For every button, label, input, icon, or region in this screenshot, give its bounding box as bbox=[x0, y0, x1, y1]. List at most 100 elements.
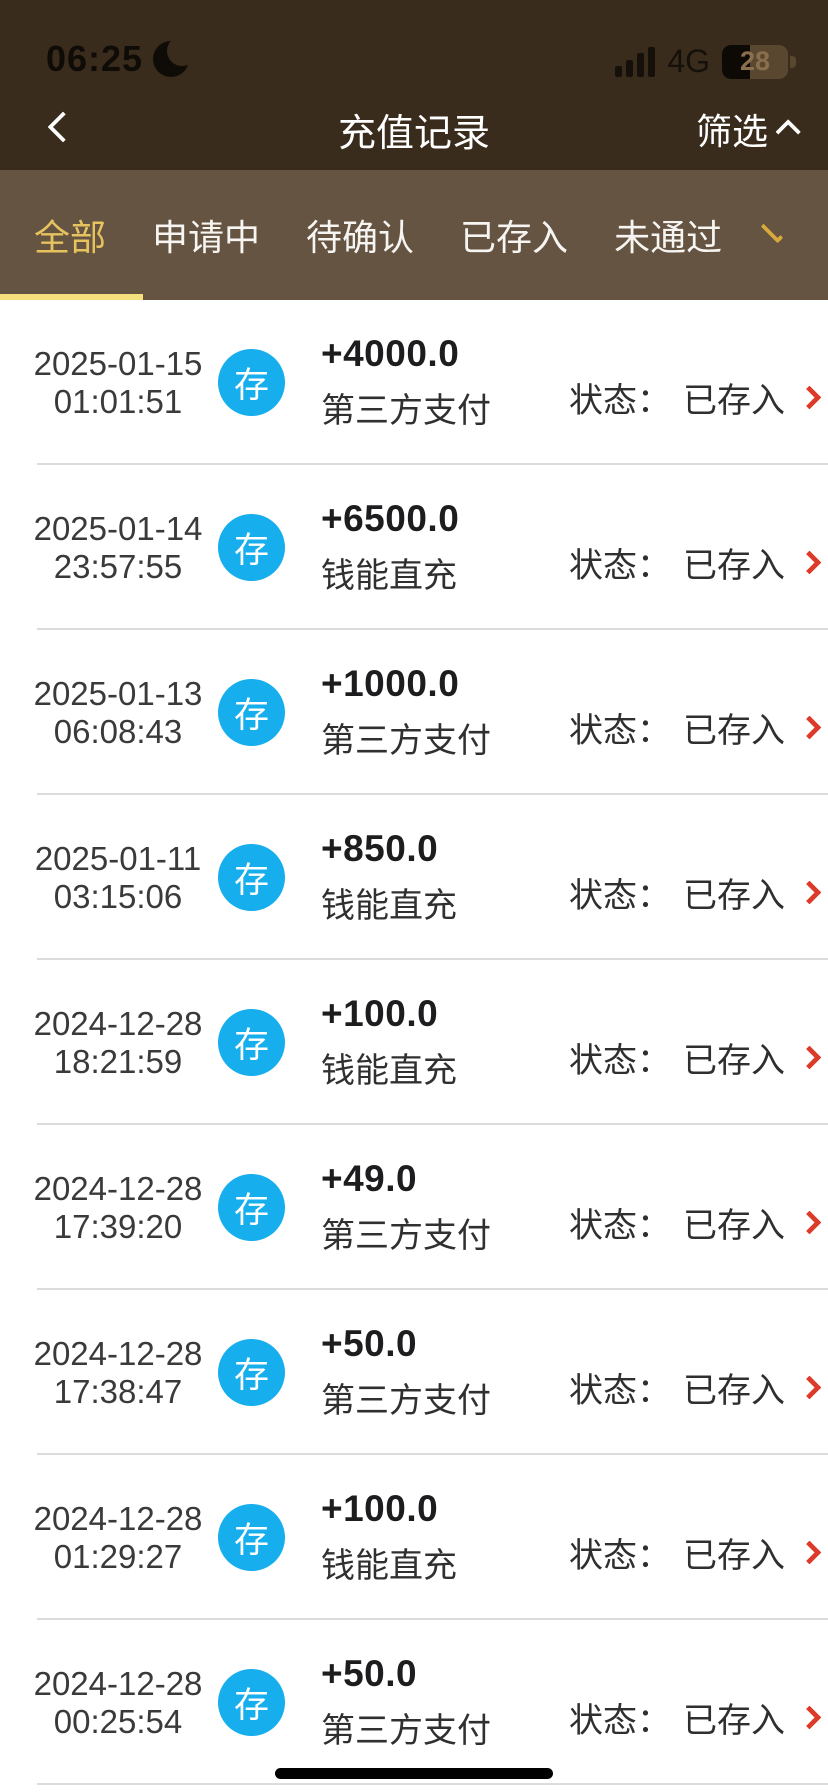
chevron-right-icon bbox=[797, 715, 822, 740]
record-main: +1000.0 第三方支付 bbox=[321, 663, 491, 762]
status-value: 已存入 bbox=[683, 877, 785, 915]
deposit-icon: 存 bbox=[218, 1174, 285, 1241]
tab-item[interactable]: 已存入 bbox=[460, 217, 569, 258]
status-value: 已存入 bbox=[683, 1537, 785, 1575]
record-status: 状态： 已存入 bbox=[569, 703, 828, 752]
record-row[interactable]: 2025-01-15 01:01:51 存 +4000.0 第三方支付 状态： … bbox=[0, 300, 828, 465]
record-amount: +100.0 bbox=[321, 993, 439, 1034]
record-status: 状态： 已存入 bbox=[569, 1198, 828, 1247]
tab-item[interactable]: 申请中 bbox=[152, 217, 261, 258]
record-time: 18:21:59 bbox=[53, 1042, 183, 1080]
record-datetime: 2025-01-11 03:15:06 bbox=[26, 840, 210, 916]
record-date: 2025-01-11 bbox=[34, 839, 202, 877]
record-method: 钱能直充 bbox=[321, 1547, 457, 1585]
record-main: +49.0 第三方支付 bbox=[321, 1158, 491, 1257]
record-row[interactable]: 2025-01-13 06:08:43 存 +1000.0 第三方支付 状态： … bbox=[0, 630, 828, 795]
status-label: 状态： bbox=[569, 1207, 671, 1245]
status-filter-tabs: 全部 申请中 待确认 已存入 未通过 bbox=[0, 170, 828, 300]
chevron-right-icon bbox=[797, 1705, 822, 1730]
status-value: 已存入 bbox=[683, 1702, 785, 1740]
moon-icon bbox=[153, 36, 198, 77]
record-method: 钱能直充 bbox=[321, 557, 457, 595]
record-row[interactable]: 2024-12-28 18:21:59 存 +100.0 钱能直充 状态： 已存… bbox=[0, 960, 828, 1125]
record-row[interactable]: 2025-01-11 03:15:06 存 +850.0 钱能直充 状态： 已存… bbox=[0, 795, 828, 960]
record-amount: +100.0 bbox=[321, 1488, 439, 1529]
record-date: 2024-12-28 bbox=[33, 1664, 203, 1702]
record-amount: +49.0 bbox=[321, 1158, 418, 1199]
record-time: 06:08:43 bbox=[53, 712, 183, 750]
status-label: 状态： bbox=[569, 712, 671, 750]
record-method: 钱能直充 bbox=[321, 1052, 457, 1090]
record-row[interactable]: 2024-12-28 17:38:47 存 +50.0 第三方支付 状态： 已存… bbox=[0, 1290, 828, 1455]
deposit-icon: 存 bbox=[218, 514, 285, 581]
record-datetime: 2025-01-13 06:08:43 bbox=[26, 675, 210, 751]
record-datetime: 2024-12-28 01:29:27 bbox=[26, 1500, 210, 1576]
record-method: 第三方支付 bbox=[321, 392, 491, 430]
chevron-up-icon bbox=[775, 119, 801, 145]
record-status: 状态： 已存入 bbox=[569, 868, 828, 917]
record-status: 状态： 已存入 bbox=[569, 1363, 828, 1412]
recharge-record-list: 2025-01-15 01:01:51 存 +4000.0 第三方支付 状态： … bbox=[0, 300, 828, 1785]
record-time: 01:29:27 bbox=[53, 1537, 183, 1575]
record-date: 2024-12-28 bbox=[33, 1169, 203, 1207]
status-label: 状态： bbox=[569, 877, 671, 915]
deposit-icon: 存 bbox=[218, 1504, 285, 1571]
tab-item[interactable]: 待确认 bbox=[306, 217, 415, 258]
chevron-right-icon bbox=[797, 1375, 822, 1400]
clock: 06:25 bbox=[46, 38, 144, 79]
battery-icon: 28 bbox=[722, 44, 796, 79]
record-method: 第三方支付 bbox=[321, 722, 491, 760]
record-status: 状态： 已存入 bbox=[569, 373, 828, 422]
status-label: 状态： bbox=[569, 547, 671, 585]
battery-percent: 28 bbox=[739, 46, 771, 76]
status-label: 状态： bbox=[569, 1702, 671, 1740]
record-row[interactable]: 2024-12-28 01:29:27 存 +100.0 钱能直充 状态： 已存… bbox=[0, 1455, 828, 1620]
record-row[interactable]: 2024-12-28 17:39:20 存 +49.0 第三方支付 状态： 已存… bbox=[0, 1125, 828, 1290]
status-label: 状态： bbox=[569, 1372, 671, 1410]
record-datetime: 2024-12-28 00:25:54 bbox=[26, 1665, 210, 1741]
record-amount: +6500.0 bbox=[321, 498, 460, 539]
record-time: 17:38:47 bbox=[53, 1372, 183, 1410]
record-method: 第三方支付 bbox=[321, 1382, 491, 1420]
home-indicator[interactable] bbox=[275, 1768, 553, 1779]
record-time: 03:15:06 bbox=[53, 877, 183, 915]
status-value: 已存入 bbox=[683, 712, 785, 750]
status-value: 已存入 bbox=[683, 1372, 785, 1410]
status-value: 已存入 bbox=[683, 382, 785, 420]
status-label: 状态： bbox=[569, 1042, 671, 1080]
record-method: 钱能直充 bbox=[321, 887, 457, 925]
nav-bar: 充值记录 筛选 bbox=[0, 88, 828, 170]
chevron-down-icon[interactable] bbox=[760, 220, 784, 244]
filter-label: 筛选 bbox=[695, 111, 768, 152]
record-row[interactable]: 2024-12-28 00:25:54 存 +50.0 第三方支付 状态： 已存… bbox=[0, 1620, 828, 1785]
record-amount: +4000.0 bbox=[321, 333, 460, 374]
record-method: 第三方支付 bbox=[321, 1712, 491, 1750]
status-value: 已存入 bbox=[683, 1042, 785, 1080]
chevron-right-icon bbox=[797, 880, 822, 905]
record-time: 17:39:20 bbox=[53, 1207, 183, 1245]
record-amount: +50.0 bbox=[321, 1653, 418, 1694]
record-row[interactable]: 2025-01-14 23:57:55 存 +6500.0 钱能直充 状态： 已… bbox=[0, 465, 828, 630]
record-main: +50.0 第三方支付 bbox=[321, 1323, 491, 1422]
status-left: 06:25 bbox=[46, 36, 198, 80]
status-right: 4G 28 bbox=[615, 43, 796, 80]
chevron-right-icon bbox=[797, 1210, 822, 1235]
filter-button[interactable]: 筛选 bbox=[695, 103, 801, 155]
record-time: 01:01:51 bbox=[53, 382, 183, 420]
record-datetime: 2024-12-28 17:38:47 bbox=[26, 1335, 210, 1411]
record-time: 23:57:55 bbox=[53, 547, 183, 585]
tab-item[interactable]: 全部 bbox=[34, 217, 107, 258]
record-datetime: 2025-01-15 01:01:51 bbox=[26, 345, 210, 421]
record-date: 2024-12-28 bbox=[33, 1334, 203, 1372]
record-status: 状态： 已存入 bbox=[569, 1033, 828, 1082]
record-datetime: 2024-12-28 18:21:59 bbox=[26, 1005, 210, 1081]
tab-item[interactable]: 未通过 bbox=[614, 217, 723, 258]
chevron-right-icon bbox=[797, 1045, 822, 1070]
record-status: 状态： 已存入 bbox=[569, 538, 828, 587]
record-date: 2025-01-14 bbox=[33, 509, 203, 547]
active-tab-underline bbox=[0, 294, 143, 300]
deposit-icon: 存 bbox=[218, 1669, 285, 1736]
record-status: 状态： 已存入 bbox=[569, 1528, 828, 1577]
record-amount: +850.0 bbox=[321, 828, 439, 869]
deposit-icon: 存 bbox=[218, 349, 285, 416]
